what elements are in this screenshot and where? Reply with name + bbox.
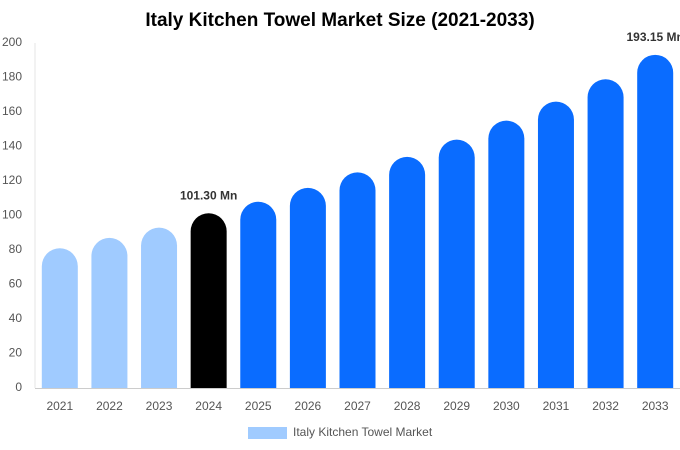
x-tick-label: 2030 [493, 399, 520, 413]
x-tick-label: 2024 [195, 399, 222, 413]
y-tick-label: 180 [2, 70, 22, 84]
chart-title: Italy Kitchen Towel Market Size (2021-20… [145, 10, 534, 31]
legend-swatch [248, 427, 287, 439]
bar [91, 237, 128, 388]
x-tick-label: 2033 [642, 399, 669, 413]
y-tick-label: 120 [2, 173, 22, 187]
bar [339, 172, 376, 388]
value-label: 193.15 Mn [627, 30, 680, 44]
y-tick-label: 160 [2, 104, 22, 118]
x-tick-label: 2028 [394, 399, 421, 413]
y-tick-label: 40 [9, 311, 23, 325]
x-tick-label: 2021 [46, 399, 73, 413]
x-tick-label: 2023 [146, 399, 173, 413]
x-tick-label: 2025 [245, 399, 272, 413]
bar [41, 248, 78, 388]
bar [488, 120, 525, 389]
bar [289, 187, 326, 388]
y-tick-label: 20 [9, 346, 23, 360]
y-tick-label: 140 [2, 139, 22, 153]
bar [389, 156, 426, 388]
value-label: 101.30 Mn [180, 188, 237, 202]
x-tick-label: 2032 [592, 399, 619, 413]
bar [190, 213, 227, 388]
y-tick-label: 100 [2, 208, 22, 222]
bar [587, 79, 624, 388]
y-tick-label: 0 [15, 380, 22, 394]
x-tick-label: 2026 [295, 399, 322, 413]
x-tick-label: 2031 [543, 399, 570, 413]
bar [438, 139, 475, 388]
x-tick-label: 2029 [443, 399, 470, 413]
bar [141, 227, 178, 388]
x-tick-label: 2022 [96, 399, 123, 413]
bar [637, 54, 674, 389]
y-tick-label: 80 [9, 242, 23, 256]
y-tick-label: 60 [9, 277, 23, 291]
legend-label: Italy Kitchen Towel Market [293, 425, 433, 439]
bar [240, 201, 277, 388]
y-tick-label: 200 [2, 35, 22, 49]
bar [537, 101, 574, 388]
x-tick-label: 2027 [344, 399, 371, 413]
